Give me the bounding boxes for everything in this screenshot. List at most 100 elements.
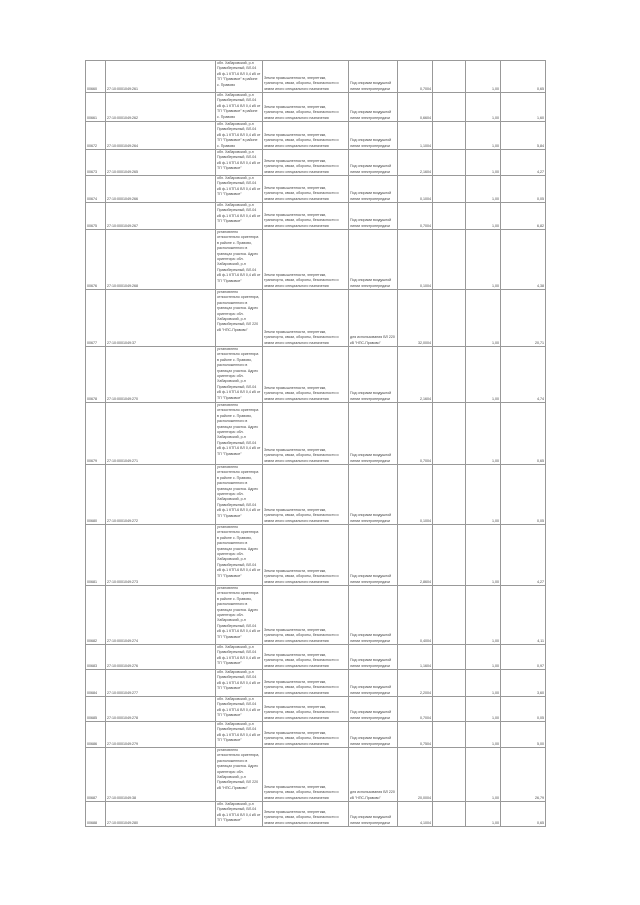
permitted-use: Под опорами воздушной линии электроперед…: [348, 696, 398, 723]
area-value: 0,6604: [397, 92, 433, 122]
row-id: 00678: [85, 346, 106, 404]
land-category: Земли промышленности, энергетики, трансп…: [262, 229, 349, 291]
coefficient: 1,00: [465, 149, 501, 177]
land-category: Земли промышленности, энергетики, трансп…: [262, 289, 349, 348]
coefficient: 1,00: [465, 402, 501, 466]
table-row: 00675 27:10:0001049:267 обл. Хабаровский, …: [85, 202, 546, 231]
table-row: 00674 27:10:0001049:266 обл. Хабаровский, …: [85, 175, 546, 204]
value: 4,38: [500, 229, 546, 291]
address: установлено относительно ориентира в рай…: [215, 229, 263, 291]
land-category: Земли промышленности, энергетики, трансп…: [262, 696, 349, 723]
permitted-use: Под опорами воздушной линии электроперед…: [348, 644, 398, 671]
permitted-use: Под опорами воздушной линии электроперед…: [348, 721, 398, 749]
area-value: 0,7004: [397, 696, 433, 723]
land-category: Земли промышленности, энергетики, трансп…: [262, 669, 349, 698]
permitted-use: Под опорами воздушной линии электроперед…: [348, 149, 398, 177]
address: обл. Хабаровский, р-н Правобережный, ВЛ-…: [215, 696, 263, 723]
land-category: Земли промышленности, энергетики, трансп…: [262, 585, 349, 646]
permitted-use: Под опорами воздушной линии электроперед…: [348, 402, 398, 466]
area-value: 0,7004: [397, 402, 433, 466]
land-category: Земли промышленности, энергетики, трансп…: [262, 120, 349, 151]
address: установлено относительно ориентира в рай…: [215, 585, 263, 646]
cadastral-number: 27:10:0001049:276: [105, 644, 216, 671]
empty-cell: [432, 149, 466, 177]
land-category: Земли промышленности, энергетики, трансп…: [262, 721, 349, 749]
table-row: 00684 27:10:0001049:277 обл. Хабаровский, …: [85, 669, 546, 698]
area-value: 2,2004: [397, 669, 433, 698]
value: 4,74: [500, 346, 546, 404]
coefficient: 1,00: [465, 464, 501, 526]
area-value: 0,7004: [397, 202, 433, 231]
coefficient: 1,00: [465, 669, 501, 698]
value: 20,71: [500, 289, 546, 348]
value: 0,97: [500, 644, 546, 671]
table-row: 00660 27:10:0001049:261 обл. Хабаровский, …: [85, 60, 546, 93]
row-id: 00685: [85, 696, 106, 723]
area-value: 0,1004: [397, 229, 433, 291]
area-value: 0,1004: [397, 464, 433, 526]
land-category: Земли промышленности, энергетики, трансп…: [262, 175, 349, 204]
value: 0,05: [500, 464, 546, 526]
cadastral-number: 27:10:0001049:262: [105, 92, 216, 122]
coefficient: 1,00: [465, 60, 501, 93]
area-value: 0,7504: [397, 721, 433, 749]
table-row: 00688 27:10:0001049:280 обл. Хабаровский, …: [85, 801, 546, 828]
permitted-use: Под опорами воздушной линии электроперед…: [348, 92, 398, 122]
value: 26,79: [500, 747, 546, 803]
table-row: 00682 27:10:0001049:274 установлено относи…: [85, 585, 546, 646]
permitted-use: для использования ВЛ 220 кВ "НПС-Правово…: [348, 747, 398, 803]
empty-cell: [432, 120, 466, 151]
cadastral-number: 27:10:0001049:274: [105, 585, 216, 646]
area-value: 0,7004: [397, 60, 433, 93]
area-value: 0,4004: [397, 585, 433, 646]
coefficient: 1,00: [465, 175, 501, 204]
row-id: 00677: [85, 289, 106, 348]
value: 1,60: [500, 92, 546, 122]
empty-cell: [432, 92, 466, 122]
address: установлено относительно ориентира в рай…: [215, 402, 263, 466]
land-category: Земли промышленности, энергетики, трансп…: [262, 402, 349, 466]
coefficient: 1,00: [465, 696, 501, 723]
empty-cell: [432, 202, 466, 231]
row-id: 00688: [85, 801, 106, 828]
address: обл. Хабаровский, р-н Правобережный, ВЛ-…: [215, 644, 263, 671]
cadastral-number: 27:10:0001049:268: [105, 229, 216, 291]
row-id: 00680: [85, 464, 106, 526]
value: 0,65: [500, 801, 546, 828]
row-id: 00679: [85, 402, 106, 466]
area-value: 20,0004: [397, 747, 433, 803]
coefficient: 1,00: [465, 289, 501, 348]
area-value: 2,1604: [397, 346, 433, 404]
cadastral-number: 27:10:0001049:267: [105, 202, 216, 231]
empty-cell: [432, 346, 466, 404]
cadastral-number: 27:10:0001049:270: [105, 346, 216, 404]
area-value: 0,1004: [397, 175, 433, 204]
value: 0,05: [500, 696, 546, 723]
coefficient: 1,00: [465, 120, 501, 151]
address: установлено относительно ориентира, расп…: [215, 289, 263, 348]
table-row: 00686 27:10:0001049:279 обл. Хабаровский, …: [85, 721, 546, 749]
area-value: 1,1604: [397, 644, 433, 671]
value: 5,84: [500, 120, 546, 151]
value: 4,27: [500, 149, 546, 177]
row-id: 00661: [85, 92, 106, 122]
empty-cell: [432, 669, 466, 698]
permitted-use: Под опорами воздушной линии электроперед…: [348, 60, 398, 93]
empty-cell: [432, 464, 466, 526]
coefficient: 1,00: [465, 202, 501, 231]
permitted-use: Под опорами воздушной линии электроперед…: [348, 175, 398, 204]
permitted-use: Под опорами воздушной линии электроперед…: [348, 669, 398, 698]
table-row: 00678 27:10:0001049:270 установлено относи…: [85, 346, 546, 404]
land-category: Земли промышленности, энергетики, трансп…: [262, 92, 349, 122]
land-category: Земли промышленности, энергетики, трансп…: [262, 149, 349, 177]
permitted-use: Под опорами воздушной линии электроперед…: [348, 464, 398, 526]
cadastral-number: 27:10:0001049:37: [105, 289, 216, 348]
table-row: 00672 27:10:0001049:264 обл. Хабаровский, …: [85, 120, 546, 151]
permitted-use: Под опорами воздушной линии электроперед…: [348, 346, 398, 404]
value: 3,60: [500, 669, 546, 698]
row-id: 00684: [85, 669, 106, 698]
table-row: 00661 27:10:0001049:262 обл. Хабаровский, …: [85, 92, 546, 122]
empty-cell: [432, 801, 466, 828]
value: 0,65: [500, 402, 546, 466]
area-value: 4,1004: [397, 801, 433, 828]
